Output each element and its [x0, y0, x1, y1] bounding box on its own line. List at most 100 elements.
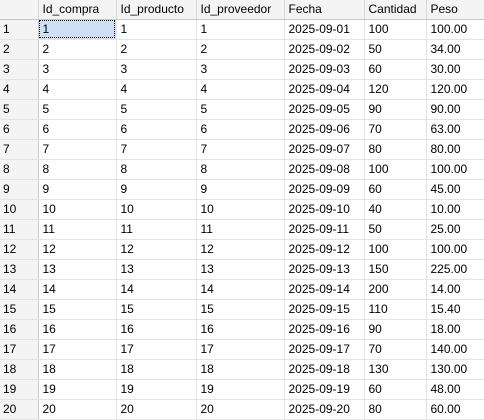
- id-proveedor-cell[interactable]: 20: [196, 399, 285, 420]
- id-producto-cell[interactable]: 15: [116, 299, 197, 320]
- row-number-header[interactable]: [0, 0, 39, 20]
- id-producto-cell[interactable]: 2: [116, 39, 197, 60]
- id-producto-cell[interactable]: 17: [116, 339, 197, 360]
- table-row[interactable]: 11 11 11 11 2025-09-11 50 25.00: [0, 219, 484, 240]
- table-row[interactable]: 4 4 4 4 2025-09-04 120 120.00: [0, 79, 484, 100]
- id-proveedor-cell[interactable]: 1: [196, 19, 285, 40]
- peso-cell[interactable]: 25.00: [426, 219, 484, 240]
- id-compra-cell[interactable]: 16: [38, 319, 117, 340]
- id-producto-cell[interactable]: 6: [116, 119, 197, 140]
- peso-cell[interactable]: 10.00: [426, 199, 484, 220]
- row-number-cell[interactable]: 13: [0, 259, 39, 280]
- row-number-cell[interactable]: 16: [0, 319, 39, 340]
- fecha-cell[interactable]: 2025-09-13: [284, 259, 365, 280]
- id-proveedor-cell[interactable]: 9: [196, 179, 285, 200]
- id-proveedor-cell[interactable]: 12: [196, 239, 285, 260]
- id-proveedor-cell[interactable]: 16: [196, 319, 285, 340]
- table-row[interactable]: 16 16 16 16 2025-09-16 90 18.00: [0, 319, 484, 340]
- cantidad-cell[interactable]: 80: [364, 399, 427, 420]
- row-number-cell[interactable]: 15: [0, 299, 39, 320]
- fecha-cell[interactable]: 2025-09-06: [284, 119, 365, 140]
- cantidad-cell[interactable]: 200: [364, 279, 427, 300]
- id-producto-cell[interactable]: 11: [116, 219, 197, 240]
- cantidad-cell[interactable]: 50: [364, 219, 427, 240]
- table-row[interactable]: 1 1 1 1 2025-09-01 100 100.00: [0, 19, 484, 40]
- peso-cell[interactable]: 120.00: [426, 79, 484, 100]
- peso-cell[interactable]: 30.00: [426, 59, 484, 80]
- id-compra-cell[interactable]: 10: [38, 199, 117, 220]
- fecha-cell[interactable]: 2025-09-02: [284, 39, 365, 60]
- table-row[interactable]: 6 6 6 6 2025-09-06 70 63.00: [0, 119, 484, 140]
- peso-cell[interactable]: 48.00: [426, 379, 484, 400]
- table-row[interactable]: 12 12 12 12 2025-09-12 100 100.00: [0, 239, 484, 260]
- peso-cell[interactable]: 100.00: [426, 159, 484, 180]
- id-proveedor-cell[interactable]: 17: [196, 339, 285, 360]
- cantidad-cell[interactable]: 120: [364, 79, 427, 100]
- table-row[interactable]: 10 10 10 10 2025-09-10 40 10.00: [0, 199, 484, 220]
- fecha-cell[interactable]: 2025-09-14: [284, 279, 365, 300]
- table-row[interactable]: 2 2 2 2 2025-09-02 50 34.00: [0, 39, 484, 60]
- peso-cell[interactable]: 100.00: [426, 239, 484, 260]
- cantidad-cell[interactable]: 90: [364, 99, 427, 120]
- row-number-cell[interactable]: 18: [0, 359, 39, 380]
- row-number-cell[interactable]: 6: [0, 119, 39, 140]
- fecha-cell[interactable]: 2025-09-20: [284, 399, 365, 420]
- id-compra-cell[interactable]: 11: [38, 219, 117, 240]
- peso-cell[interactable]: 18.00: [426, 319, 484, 340]
- id-producto-cell[interactable]: 18: [116, 359, 197, 380]
- row-number-cell[interactable]: 20: [0, 399, 39, 420]
- id-producto-cell[interactable]: 1: [116, 19, 197, 40]
- cantidad-cell[interactable]: 90: [364, 319, 427, 340]
- id-compra-cell[interactable]: 8: [38, 159, 117, 180]
- table-row[interactable]: 3 3 3 3 2025-09-03 60 30.00: [0, 59, 484, 80]
- id-producto-cell[interactable]: 19: [116, 379, 197, 400]
- fecha-cell[interactable]: 2025-09-07: [284, 139, 365, 160]
- fecha-cell[interactable]: 2025-09-10: [284, 199, 365, 220]
- id-compra-cell[interactable]: 13: [38, 259, 117, 280]
- id-compra-cell[interactable]: 3: [38, 59, 117, 80]
- id-proveedor-cell[interactable]: 14: [196, 279, 285, 300]
- column-header-id-producto[interactable]: Id_producto: [116, 0, 197, 20]
- fecha-cell[interactable]: 2025-09-12: [284, 239, 365, 260]
- id-producto-cell[interactable]: 20: [116, 399, 197, 420]
- id-compra-cell[interactable]: 12: [38, 239, 117, 260]
- column-header-id-proveedor[interactable]: Id_proveedor: [196, 0, 285, 20]
- peso-cell[interactable]: 60.00: [426, 399, 484, 420]
- row-number-cell[interactable]: 7: [0, 139, 39, 160]
- id-compra-cell[interactable]: 19: [38, 379, 117, 400]
- row-number-cell[interactable]: 14: [0, 279, 39, 300]
- fecha-cell[interactable]: 2025-09-03: [284, 59, 365, 80]
- id-proveedor-cell[interactable]: 3: [196, 59, 285, 80]
- table-row[interactable]: 8 8 8 8 2025-09-08 100 100.00: [0, 159, 484, 180]
- id-proveedor-cell[interactable]: 15: [196, 299, 285, 320]
- id-compra-cell[interactable]: 7: [38, 139, 117, 160]
- id-proveedor-cell[interactable]: 13: [196, 259, 285, 280]
- table-row[interactable]: 14 14 14 14 2025-09-14 200 14.00: [0, 279, 484, 300]
- id-producto-cell[interactable]: 9: [116, 179, 197, 200]
- id-proveedor-cell[interactable]: 4: [196, 79, 285, 100]
- fecha-cell[interactable]: 2025-09-05: [284, 99, 365, 120]
- row-number-cell[interactable]: 10: [0, 199, 39, 220]
- cantidad-cell[interactable]: 100: [364, 239, 427, 260]
- column-header-id-compra[interactable]: Id_compra: [38, 0, 117, 20]
- row-number-cell[interactable]: 1: [0, 19, 39, 40]
- fecha-cell[interactable]: 2025-09-08: [284, 159, 365, 180]
- id-producto-cell[interactable]: 13: [116, 259, 197, 280]
- fecha-cell[interactable]: 2025-09-11: [284, 219, 365, 240]
- peso-cell[interactable]: 225.00: [426, 259, 484, 280]
- id-proveedor-cell[interactable]: 7: [196, 139, 285, 160]
- id-producto-cell[interactable]: 14: [116, 279, 197, 300]
- row-number-cell[interactable]: 11: [0, 219, 39, 240]
- id-proveedor-cell[interactable]: 2: [196, 39, 285, 60]
- table-row[interactable]: 18 18 18 18 2025-09-18 130 130.00: [0, 359, 484, 380]
- fecha-cell[interactable]: 2025-09-18: [284, 359, 365, 380]
- table-row[interactable]: 9 9 9 9 2025-09-09 60 45.00: [0, 179, 484, 200]
- fecha-cell[interactable]: 2025-09-04: [284, 79, 365, 100]
- id-proveedor-cell[interactable]: 10: [196, 199, 285, 220]
- fecha-cell[interactable]: 2025-09-15: [284, 299, 365, 320]
- peso-cell[interactable]: 90.00: [426, 99, 484, 120]
- id-compra-cell[interactable]: 17: [38, 339, 117, 360]
- id-proveedor-cell[interactable]: 19: [196, 379, 285, 400]
- cantidad-cell[interactable]: 60: [364, 59, 427, 80]
